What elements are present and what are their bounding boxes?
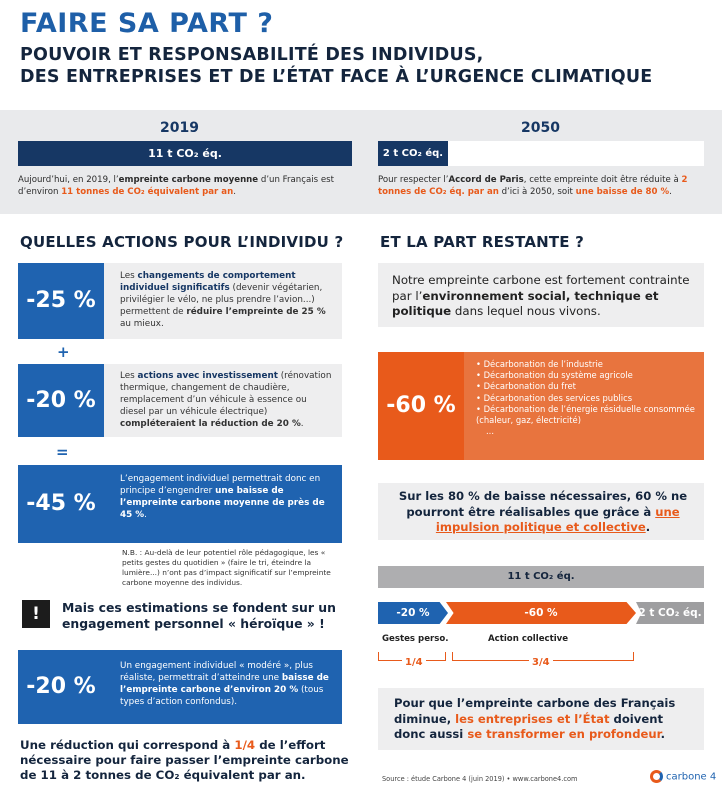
total-individual-text: L’engagement individuel permettrait donc… xyxy=(104,465,342,543)
note-2019-bold: empreinte carbone moyenne xyxy=(118,175,259,185)
segment-individual: -20 % xyxy=(378,602,448,624)
text-bold: baisse de l’empreinte carbone d’environ … xyxy=(120,673,329,695)
text-highlight: 1/4 xyxy=(234,738,256,752)
page-title: FAIRE SA PART ? xyxy=(20,8,274,39)
note-2050-part: Pour respecter l’ xyxy=(378,175,449,185)
note-2019-highlight: 11 tonnes de CO₂ équivalent par an xyxy=(61,187,234,197)
label-individual: Gestes perso. xyxy=(382,634,449,644)
text-part: de l’effort nécessaire pour faire passer… xyxy=(20,738,349,782)
note-2050-part: , cette empreinte doit être réduite à xyxy=(523,175,682,185)
text-bold: environnement social, technique et polit… xyxy=(392,288,659,319)
text-part: Les xyxy=(120,371,138,381)
text-part: (tous types d’action confondus). xyxy=(120,685,324,707)
section-heading-restante: ET LA PART RESTANTE ? xyxy=(380,233,585,251)
page-subtitle-line1: POUVOIR ET RESPONSABILITÉ DES INDIVIDUS, xyxy=(20,45,484,65)
text-part: L’engagement individuel permettrait donc… xyxy=(120,474,321,496)
source-note: Source : étude Carbone 4 (juin 2019) • w… xyxy=(382,775,578,783)
year-2050-label: 2050 xyxy=(521,120,560,136)
note-2050-part: d’ici à 2050, soit xyxy=(498,187,576,197)
warning-text: Mais ces estimations se fondent sur un e… xyxy=(62,600,336,631)
note-2019-part: d’un Français est d’environ xyxy=(18,175,334,197)
note-2050: Pour respecter l’Accord de Paris, cette … xyxy=(378,174,718,198)
text-part: . xyxy=(645,520,651,534)
text-part: dans lequel nous vivons. xyxy=(451,304,601,318)
footprint-2019-bar: 11 t CO₂ éq. xyxy=(18,141,352,166)
final-statement: Pour que l’empreinte carbone des Françai… xyxy=(378,688,704,750)
list-item: Décarbonation de l’énergie résiduelle co… xyxy=(476,404,696,426)
logo-text: carbone 4 xyxy=(666,771,717,783)
text-part: au mieux. xyxy=(120,319,164,329)
text-part: Une réduction qui correspond à xyxy=(20,738,235,752)
note-2019-part: Aujourd’hui, en 2019, l’ xyxy=(18,175,119,185)
carbone4-logo: carbone 4 xyxy=(650,770,716,783)
text-part: Un engagement individuel « modéré », plu… xyxy=(120,661,313,683)
page-subtitle-line2: DES ENTREPRISES ET DE L’ÉTAT FACE À L’UR… xyxy=(20,67,653,87)
list-item: Décarbonation de l’industrie xyxy=(476,359,696,370)
text-part: . xyxy=(660,727,666,741)
warning-icon: ! xyxy=(22,600,50,628)
text-highlight: actions avec investissement xyxy=(137,371,278,381)
note-2050-highlight: une baisse de 80 % xyxy=(575,187,670,197)
text-highlight: se transformer en profondeur xyxy=(467,727,661,741)
text-highlight: une impulsion politique et collective xyxy=(435,504,680,535)
total-footprint-bar: 11 t CO₂ éq. xyxy=(378,566,704,588)
fraction-individual: 1/4 xyxy=(402,657,426,668)
section-heading-individu: QUELLES ACTIONS POUR L’INDIVIDU ? xyxy=(20,233,344,251)
moderate-engagement-percent: -20 % xyxy=(18,650,104,724)
moderate-engagement-text: Un engagement individuel « modéré », plu… xyxy=(104,650,342,724)
behavior-change-percent: -25 % xyxy=(18,263,104,339)
individu-conclusion: Une réduction qui correspond à 1/4 de l’… xyxy=(20,738,350,783)
segment-collective: -60 % xyxy=(446,602,636,624)
investment-text: Les actions avec investissement (rénovat… xyxy=(104,364,342,437)
text-bold: compléteraient la réduction de 20 % xyxy=(120,419,301,429)
text-part: Sur les 80 % de baisse nécessaires, 60 %… xyxy=(398,489,688,519)
note-2019-part: . xyxy=(233,187,236,197)
list-item: Décarbonation du système agricole xyxy=(476,370,696,381)
logo-icon xyxy=(650,770,663,783)
decarbonation-list: Décarbonation de l’industrie Décarbonati… xyxy=(464,352,704,460)
text-bold: une baisse de l’empreinte carbone moyenn… xyxy=(120,486,325,520)
note-2050-part: . xyxy=(669,187,672,197)
text-part: doivent donc aussi xyxy=(394,711,663,742)
collective-impulse-text: Sur les 80 % de baisse nécessaires, 60 %… xyxy=(378,483,704,540)
fraction-collective: 3/4 xyxy=(529,657,553,668)
footprint-2050-bar: 2 t CO₂ éq. xyxy=(378,141,448,166)
investment-percent: -20 % xyxy=(18,364,104,437)
total-individual-percent: -45 % xyxy=(18,465,104,543)
year-2019-label: 2019 xyxy=(160,120,199,136)
list-item: Décarbonation des services publics xyxy=(476,393,696,404)
text-part: (devenir végétarien, privilégier le vélo… xyxy=(120,283,323,317)
constraint-intro: Notre empreinte carbone est fortement co… xyxy=(378,263,704,327)
behavior-change-text: Les changements de comportement individu… xyxy=(104,263,342,339)
text-bold: réduire l’empreinte de 25 % xyxy=(186,307,326,317)
note-2019: Aujourd’hui, en 2019, l’empreinte carbon… xyxy=(18,174,358,198)
text-highlight: les entreprises et l’État xyxy=(455,711,610,726)
text-part: Notre empreinte carbone est fortement co… xyxy=(392,273,690,303)
collective-percent: -60 % xyxy=(378,352,464,460)
text-part: . xyxy=(300,419,304,429)
list-item: Décarbonation du fret xyxy=(476,381,696,392)
note-2050-bold: Accord de Paris xyxy=(448,175,524,185)
text-highlight: changements de comportement individuel s… xyxy=(120,271,296,293)
equals-sign: = xyxy=(56,443,69,461)
note-2050-highlight: 2 tonnes de CO₂ éq. par an xyxy=(378,175,688,197)
list-ellipsis: ... xyxy=(486,426,494,437)
plus-sign: + xyxy=(57,343,70,361)
segment-remaining: 2 t CO₂ éq. xyxy=(636,602,704,624)
label-collective: Action collective xyxy=(488,634,569,644)
text-part: (rénovation thermique, changement de cha… xyxy=(120,371,332,417)
text-part: . xyxy=(144,510,147,520)
text-part: Les xyxy=(120,271,138,281)
nb-note: N.B. : Au-delà de leur potentiel rôle pé… xyxy=(122,548,331,587)
text-part: Pour que l’empreinte carbone des Françai… xyxy=(394,696,676,726)
